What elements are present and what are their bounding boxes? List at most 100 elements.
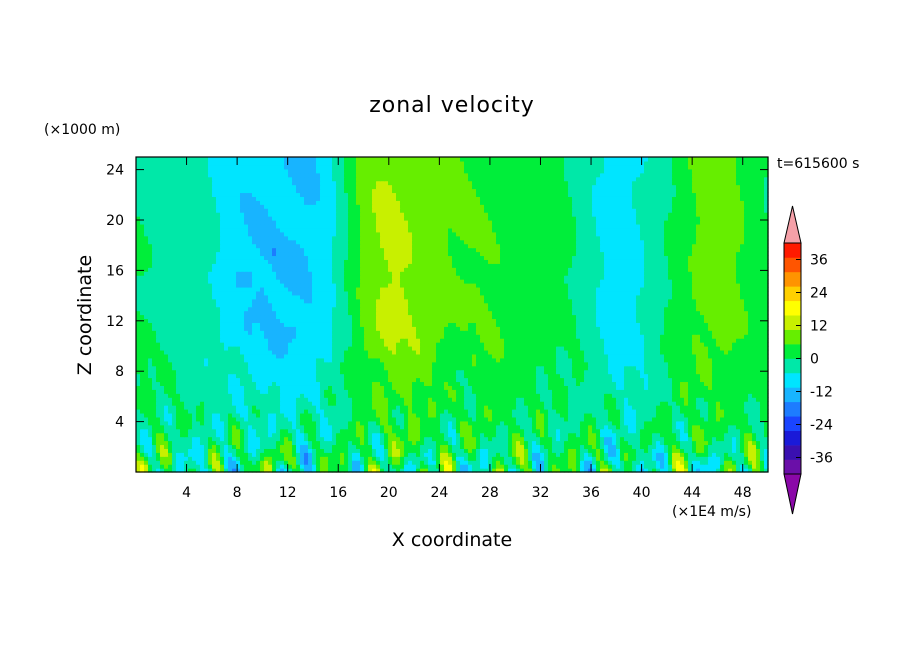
heatmap-cell xyxy=(584,464,589,469)
heatmap-cell xyxy=(520,416,525,422)
heatmap-cell xyxy=(504,389,509,394)
heatmap-cell xyxy=(696,444,701,449)
heatmap-cell xyxy=(384,381,389,386)
heatmap-cell xyxy=(272,412,277,418)
heatmap-cell xyxy=(504,416,509,422)
heatmap-cell xyxy=(620,464,625,469)
heatmap-cell xyxy=(252,420,257,426)
heatmap-cell xyxy=(552,365,557,371)
heatmap-cell xyxy=(408,420,413,426)
heatmap-cell xyxy=(200,361,205,367)
heatmap-cell xyxy=(620,401,625,406)
heatmap-cell xyxy=(540,397,545,402)
heatmap-cell xyxy=(584,452,589,457)
heatmap-cell xyxy=(480,389,485,394)
heatmap-cell xyxy=(540,349,545,355)
heatmap-cell xyxy=(756,385,761,390)
heatmap-cell xyxy=(620,444,625,449)
heatmap-cell xyxy=(664,381,669,386)
heatmap-cell xyxy=(608,420,613,426)
heatmap-cell xyxy=(320,416,325,422)
heatmap-cell xyxy=(380,420,385,426)
heatmap-cell xyxy=(476,460,481,465)
heatmap-cell xyxy=(164,432,169,438)
heatmap-cell xyxy=(504,424,509,430)
heatmap-cell xyxy=(544,385,549,390)
heatmap-cell xyxy=(328,440,333,446)
heatmap-cell xyxy=(696,420,701,426)
heatmap-cell xyxy=(340,440,345,446)
heatmap-cell xyxy=(300,397,305,402)
heatmap-cell xyxy=(752,409,757,414)
heatmap-cell xyxy=(148,361,153,367)
heatmap-cell xyxy=(236,353,241,359)
heatmap-cell xyxy=(684,381,689,386)
heatmap-cell xyxy=(252,405,257,410)
heatmap-cell xyxy=(196,444,201,449)
heatmap-cell xyxy=(184,349,189,355)
heatmap-cell xyxy=(696,385,701,390)
heatmap-cell xyxy=(648,464,653,469)
heatmap-cell xyxy=(556,353,561,359)
heatmap-cell xyxy=(724,361,729,367)
heatmap-cell xyxy=(148,440,153,446)
heatmap-cell xyxy=(136,412,141,418)
heatmap-cell xyxy=(468,420,473,426)
heatmap-cell xyxy=(596,464,601,469)
heatmap-cell xyxy=(328,346,333,351)
heatmap-cell xyxy=(304,401,309,406)
heatmap-cell xyxy=(556,456,561,461)
heatmap-cell xyxy=(576,436,581,442)
heatmap-cell xyxy=(472,393,477,398)
heatmap-cell xyxy=(416,416,421,422)
heatmap-cell xyxy=(136,346,141,351)
heatmap-cell xyxy=(628,420,633,426)
heatmap-cell xyxy=(460,361,465,367)
heatmap-cell xyxy=(516,385,521,390)
heatmap-cell xyxy=(752,377,757,383)
heatmap-cell xyxy=(296,357,301,363)
heatmap-cell xyxy=(508,416,513,422)
heatmap-cell xyxy=(652,409,657,414)
heatmap-cell xyxy=(640,353,645,359)
heatmap-cell xyxy=(480,373,485,379)
heatmap-cell xyxy=(488,361,493,367)
heatmap-cell xyxy=(756,409,761,414)
heatmap-cell xyxy=(204,397,209,402)
heatmap-cell xyxy=(736,456,741,461)
heatmap-cell xyxy=(472,440,477,446)
heatmap-cell xyxy=(284,381,289,386)
heatmap-cell xyxy=(160,349,165,355)
heatmap-cell xyxy=(524,428,529,434)
heatmap-cell xyxy=(328,436,333,442)
heatmap-cell xyxy=(604,405,609,410)
heatmap-cell xyxy=(672,369,677,375)
heatmap-cell xyxy=(516,424,521,430)
heatmap-cell xyxy=(588,468,593,473)
heatmap-cell xyxy=(464,401,469,406)
heatmap-cell xyxy=(148,452,153,457)
heatmap-cell xyxy=(148,464,153,469)
heatmap-cell xyxy=(196,385,201,390)
heatmap-cell xyxy=(444,405,449,410)
heatmap-cell xyxy=(472,436,477,442)
heatmap-cell xyxy=(728,448,733,453)
heatmap-cell xyxy=(380,448,385,453)
heatmap-cell xyxy=(588,428,593,434)
heatmap-cell xyxy=(292,416,297,422)
heatmap-cell xyxy=(272,385,277,390)
heatmap-cell xyxy=(484,385,489,390)
heatmap-cell xyxy=(448,444,453,449)
heatmap-cell xyxy=(440,420,445,426)
heatmap-cell xyxy=(448,464,453,469)
heatmap-cell xyxy=(472,353,477,359)
heatmap-cell xyxy=(324,448,329,453)
heatmap-cell xyxy=(424,393,429,398)
heatmap-cell xyxy=(172,397,177,402)
heatmap-cell xyxy=(352,377,357,383)
heatmap-cell xyxy=(180,381,185,386)
heatmap-cell xyxy=(472,428,477,434)
heatmap-cell xyxy=(536,452,541,457)
heatmap-cell xyxy=(656,456,661,461)
heatmap-cell xyxy=(532,385,537,390)
